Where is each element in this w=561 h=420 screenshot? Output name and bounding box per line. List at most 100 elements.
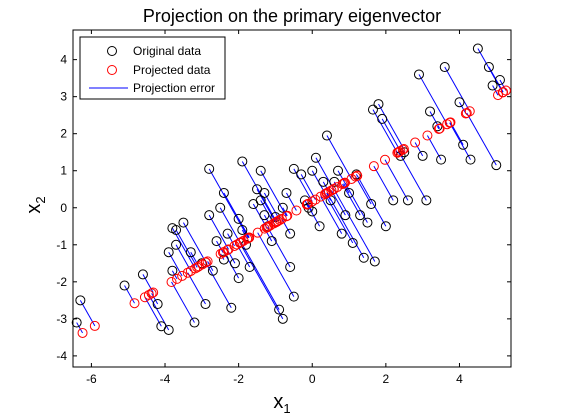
original-point bbox=[288, 291, 299, 302]
original-point bbox=[163, 247, 174, 258]
original-point bbox=[454, 97, 465, 108]
original-point bbox=[417, 150, 428, 161]
projected-point bbox=[492, 90, 503, 101]
projection-error-line bbox=[142, 274, 154, 293]
y-tick-label: -2 bbox=[56, 275, 67, 289]
original-point bbox=[218, 254, 229, 265]
projection-error-line bbox=[144, 296, 162, 327]
original-point bbox=[285, 228, 296, 239]
projection-error-line bbox=[263, 192, 281, 221]
projected-point bbox=[393, 146, 404, 157]
projected-point bbox=[171, 273, 182, 284]
y-tick-label: 0 bbox=[60, 201, 67, 215]
projected-point bbox=[89, 320, 100, 331]
projected-points bbox=[77, 85, 511, 338]
original-point bbox=[75, 295, 86, 306]
original-point bbox=[491, 160, 502, 171]
original-point bbox=[436, 154, 447, 165]
original-point bbox=[137, 269, 148, 280]
original-point bbox=[380, 221, 391, 232]
original-point bbox=[307, 165, 318, 176]
projection-error-line bbox=[207, 261, 214, 271]
projected-point bbox=[422, 130, 433, 141]
projection-error-line bbox=[286, 192, 297, 211]
projected-point bbox=[500, 85, 511, 96]
projection-error-line bbox=[342, 183, 361, 216]
original-point bbox=[259, 210, 270, 221]
projected-point bbox=[218, 247, 229, 258]
original-point bbox=[296, 169, 307, 180]
original-point bbox=[255, 165, 266, 176]
projection-error-line bbox=[76, 322, 83, 334]
projected-point bbox=[339, 177, 350, 188]
projected-point bbox=[498, 87, 509, 98]
original-point bbox=[207, 265, 218, 276]
projection-error-line bbox=[151, 293, 159, 305]
original-point bbox=[336, 228, 347, 239]
original-point bbox=[211, 236, 222, 247]
projected-point bbox=[166, 277, 177, 288]
y-tick-label: -4 bbox=[56, 349, 67, 363]
original-point bbox=[285, 262, 296, 273]
original-point bbox=[399, 147, 410, 158]
projection-error-line bbox=[373, 165, 394, 201]
projection-error-line bbox=[257, 232, 295, 297]
original-point bbox=[388, 195, 399, 206]
projection-error-line bbox=[175, 229, 198, 268]
projected-point bbox=[310, 194, 321, 205]
x-tick-label: 2 bbox=[383, 372, 390, 386]
original-point bbox=[266, 236, 277, 247]
original-point bbox=[222, 228, 233, 239]
legend-projected-marker bbox=[107, 65, 117, 75]
projection-error-line bbox=[333, 188, 376, 262]
original-point bbox=[274, 304, 285, 315]
projection-error-line bbox=[381, 118, 401, 152]
projected-point bbox=[185, 265, 196, 276]
original-point bbox=[229, 258, 240, 269]
projected-point bbox=[276, 213, 287, 224]
original-point bbox=[439, 62, 450, 73]
projection-error-line bbox=[175, 244, 192, 272]
projected-point bbox=[410, 137, 421, 148]
y-axis-label: x2 bbox=[23, 196, 48, 213]
axis-ticks: -6 -4 -2 0 2 4 -4 -3 -2 -1 0 1 2 3 4 bbox=[56, 30, 511, 386]
x-tick-label: 4 bbox=[456, 372, 463, 386]
projection-error-lines bbox=[76, 48, 507, 334]
projected-point bbox=[77, 327, 88, 338]
original-point bbox=[226, 302, 237, 313]
projection-error-line bbox=[343, 183, 350, 194]
projection-error-line bbox=[414, 142, 424, 157]
original-point bbox=[425, 106, 436, 117]
projected-point bbox=[262, 222, 273, 233]
legend-label-original: Original data bbox=[133, 44, 201, 58]
projected-point bbox=[197, 259, 208, 270]
original-point bbox=[281, 187, 292, 198]
x-axis-label: x1 bbox=[273, 391, 290, 416]
projected-point bbox=[328, 184, 339, 195]
original-point bbox=[366, 199, 377, 210]
projected-point bbox=[433, 123, 444, 134]
legend-label-error: Projection error bbox=[133, 81, 215, 95]
y-tick-label: -1 bbox=[56, 238, 67, 252]
y-tick-label: 4 bbox=[60, 53, 67, 67]
original-point bbox=[288, 163, 299, 174]
projection-error-line bbox=[205, 262, 232, 308]
y-tick-label: 2 bbox=[60, 127, 67, 141]
original-point bbox=[152, 299, 163, 310]
projection-error-line bbox=[384, 159, 409, 201]
projection-error-line bbox=[267, 226, 291, 268]
original-point bbox=[367, 104, 378, 115]
original-point bbox=[472, 43, 483, 54]
projected-point bbox=[236, 237, 247, 248]
projected-point bbox=[234, 237, 245, 248]
projection-error-line bbox=[344, 182, 368, 223]
projection-error-line bbox=[208, 168, 249, 239]
original-point bbox=[204, 163, 215, 174]
original-point bbox=[458, 139, 469, 150]
original-point bbox=[163, 324, 174, 335]
original-point bbox=[277, 202, 288, 213]
original-point bbox=[487, 80, 498, 91]
legend-label-projected: Projected data bbox=[133, 63, 211, 77]
original-point bbox=[71, 317, 82, 328]
